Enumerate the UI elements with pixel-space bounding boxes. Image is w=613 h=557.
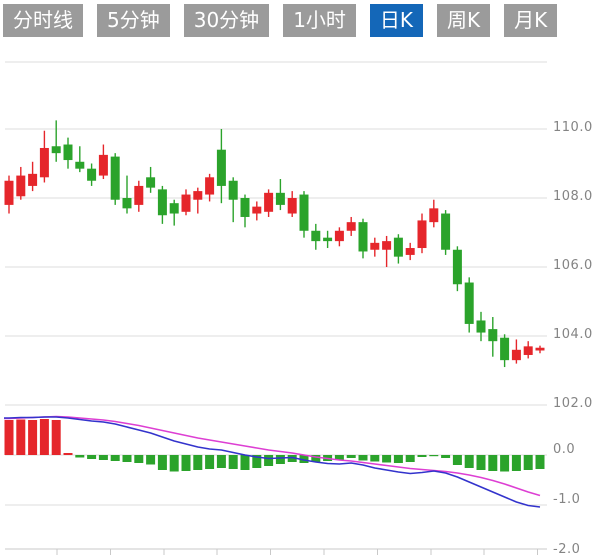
macd-histogram: [4, 419, 545, 472]
tab-timeshare[interactable]: 分时线: [3, 4, 83, 37]
svg-text:102.0: 102.0: [553, 396, 593, 411]
tab-1hour[interactable]: 1小时: [283, 4, 356, 37]
timeframe-tabbar: 分时线 5分钟 30分钟 1小时 日K 周K 月K: [3, 4, 558, 37]
candlestick-series: [4, 120, 545, 368]
tab-daily-k[interactable]: 日K: [369, 4, 424, 37]
tab-5min[interactable]: 5分钟: [97, 4, 170, 37]
macd-lines: [4, 415, 541, 508]
x-axis: [5, 548, 547, 555]
svg-text:106.0: 106.0: [553, 258, 593, 273]
svg-text:104.0: 104.0: [553, 327, 593, 342]
y-axis-labels: 110.0 108.0 106.0 104.0 102.0 0.0 -1.0 -2.0: [553, 120, 593, 557]
svg-text:0.0: 0.0: [553, 442, 575, 457]
svg-text:110.0: 110.0: [553, 120, 593, 135]
svg-text:-1.0: -1.0: [553, 492, 580, 507]
tab-weekly-k[interactable]: 周K: [437, 4, 491, 37]
svg-text:-2.0: -2.0: [553, 542, 580, 557]
tab-30min[interactable]: 30分钟: [183, 4, 270, 37]
tab-monthly-k[interactable]: 月K: [504, 4, 558, 37]
svg-text:108.0: 108.0: [553, 189, 593, 204]
